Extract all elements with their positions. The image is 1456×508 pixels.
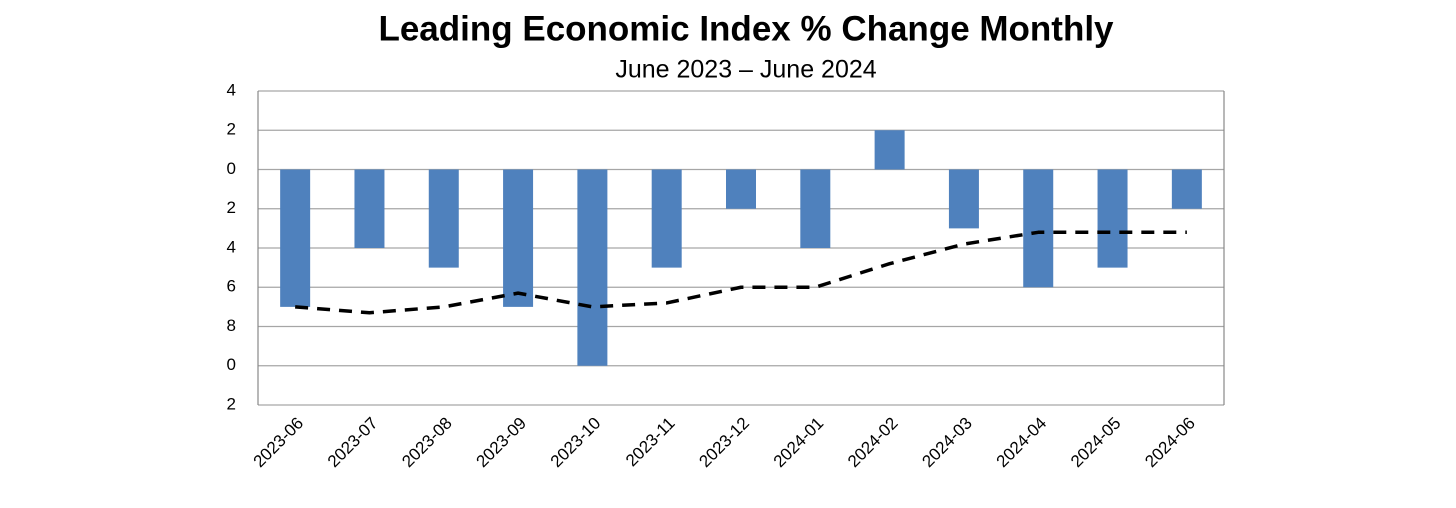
bar (874, 130, 905, 170)
y-tick-label: 8 (227, 316, 236, 335)
y-tick-label: 2 (227, 120, 236, 139)
y-tick-label: 0 (227, 355, 236, 374)
y-tick-label: 4 (227, 80, 236, 99)
x-tick-label: 2024-05 (1067, 414, 1125, 472)
x-tick-label: 2023-11 (622, 414, 679, 471)
chart-subtitle: June 2023 – June 2024 (615, 56, 876, 84)
x-tick-label: 2023-12 (695, 414, 753, 472)
trend-line (295, 230, 1187, 315)
x-tick-label: 2023-06 (250, 414, 308, 472)
bar (280, 169, 311, 307)
x-tick-label: 2023-08 (398, 414, 456, 472)
bar (651, 169, 682, 268)
x-tick-label: 2024-03 (918, 414, 976, 472)
bar (1023, 169, 1054, 288)
bar (800, 169, 831, 248)
bar (1171, 169, 1202, 209)
x-tick-label: 2023-09 (473, 414, 531, 472)
x-tick-label: 2024-02 (844, 414, 902, 472)
x-tick-label: 2023-10 (547, 414, 605, 472)
x-tick-label: 2024-06 (1141, 414, 1199, 472)
x-tick-label: 2024-04 (993, 414, 1051, 472)
y-tick-label: 4 (227, 237, 236, 256)
bar (726, 169, 756, 209)
bar (1097, 169, 1128, 268)
x-tick-label: 2024-01 (770, 414, 828, 472)
y-tick-label: 0 (227, 159, 236, 178)
chart-title: Leading Economic Index % Change Monthly (378, 9, 1114, 48)
bar (428, 169, 459, 268)
bar (354, 169, 385, 248)
y-tick-label: 2 (227, 394, 236, 413)
bar (577, 169, 608, 366)
bar (503, 169, 534, 307)
bar (948, 169, 979, 229)
x-tick-label: 2023-07 (324, 414, 382, 472)
y-tick-label: 2 (227, 198, 236, 217)
y-tick-label: 6 (227, 277, 236, 296)
